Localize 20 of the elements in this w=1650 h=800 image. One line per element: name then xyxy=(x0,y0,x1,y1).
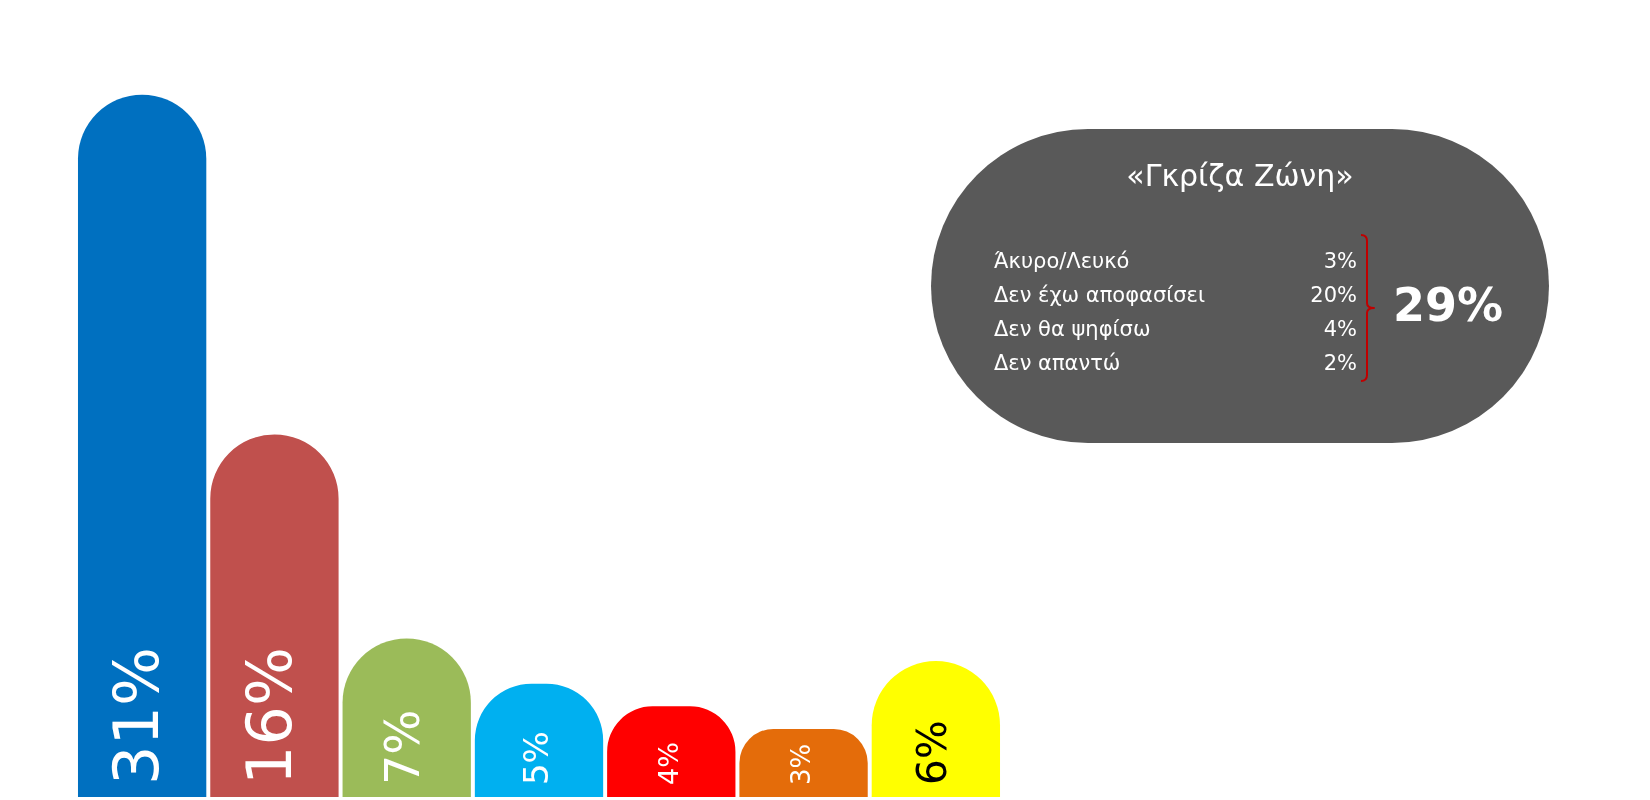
bar xyxy=(739,729,868,797)
data-label: 4% xyxy=(653,741,685,785)
text: 20% xyxy=(1310,282,1357,309)
text: «Γκρίζα Ζώνη» xyxy=(1125,157,1355,195)
data-label: 31% xyxy=(100,647,174,785)
data-label: 7% xyxy=(375,709,431,785)
annotation: Άκυρο/Λευκό xyxy=(994,248,1130,275)
bar xyxy=(77,94,207,797)
annotation: Δεν έχω αποφασίσει xyxy=(994,282,1206,309)
data-label: 5% xyxy=(515,731,556,785)
data-label: 16% xyxy=(232,647,306,785)
text: 2% xyxy=(1323,350,1357,377)
text: 3% xyxy=(1323,248,1357,275)
bar xyxy=(210,434,339,797)
data-label: 3% xyxy=(786,743,817,785)
data-label: 6% xyxy=(908,720,957,785)
text: 4% xyxy=(1323,316,1357,343)
annotation: Δεν απαντώ xyxy=(994,350,1121,377)
text: 29% xyxy=(1393,277,1504,334)
annotation: Δεν θα ψηφίσω xyxy=(994,316,1151,343)
